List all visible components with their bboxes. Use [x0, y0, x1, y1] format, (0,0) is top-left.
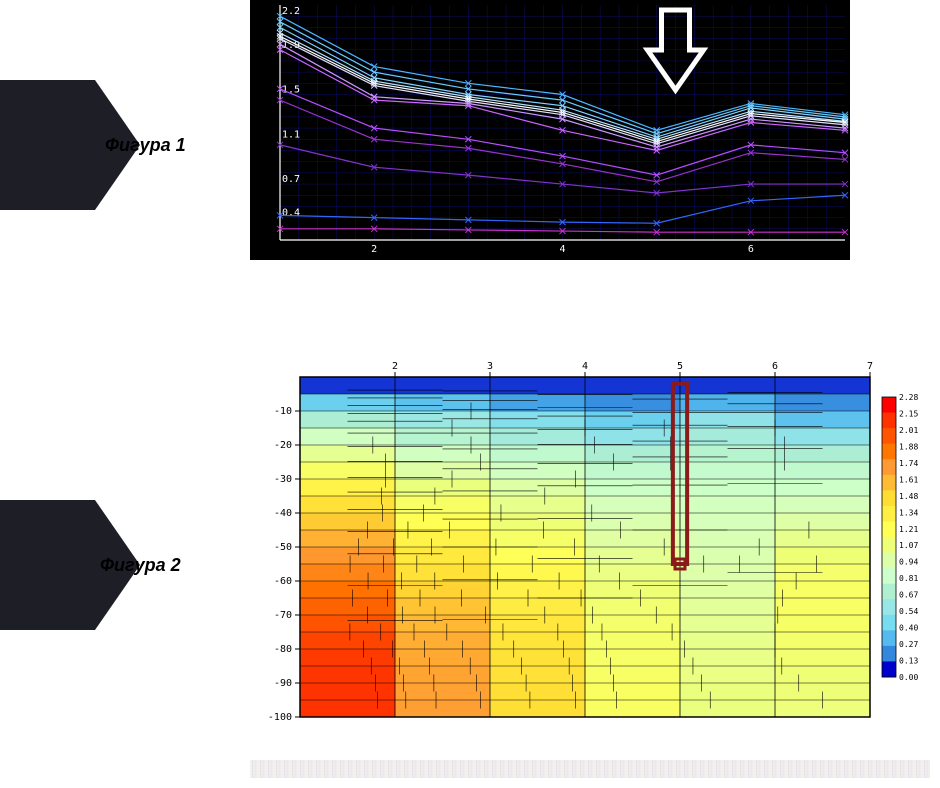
- svg-text:7: 7: [867, 361, 873, 372]
- svg-text:1.88: 1.88: [899, 442, 918, 451]
- svg-text:-100: -100: [268, 712, 292, 723]
- svg-text:1.34: 1.34: [899, 508, 918, 517]
- svg-text:0.81: 0.81: [899, 574, 918, 583]
- svg-text:0.54: 0.54: [899, 607, 918, 616]
- svg-text:-10: -10: [274, 406, 292, 417]
- svg-text:4: 4: [582, 361, 588, 372]
- svg-text:1.61: 1.61: [899, 475, 918, 484]
- svg-text:-50: -50: [274, 542, 292, 553]
- svg-text:0.4: 0.4: [282, 208, 300, 219]
- svg-text:-20: -20: [274, 440, 292, 451]
- svg-text:-40: -40: [274, 508, 292, 519]
- figure1-label: Фигура 1: [105, 135, 186, 156]
- svg-text:0.00: 0.00: [899, 673, 918, 682]
- svg-text:6: 6: [772, 361, 778, 372]
- svg-text:2.01: 2.01: [899, 426, 918, 435]
- figure1-chart: 0.40.71.11.51.92.2246: [250, 0, 850, 260]
- svg-text:0.7: 0.7: [282, 174, 300, 185]
- svg-text:2: 2: [371, 244, 377, 255]
- svg-text:2.28: 2.28: [899, 393, 918, 402]
- svg-text:1.21: 1.21: [899, 525, 918, 534]
- svg-text:1.48: 1.48: [899, 492, 918, 501]
- svg-text:0.67: 0.67: [899, 591, 918, 600]
- svg-text:2.2: 2.2: [282, 6, 300, 17]
- svg-text:0.94: 0.94: [899, 558, 918, 567]
- svg-text:0.13: 0.13: [899, 657, 918, 666]
- figure2-label: Фигура 2: [100, 555, 181, 576]
- svg-text:2: 2: [392, 361, 398, 372]
- svg-text:-30: -30: [274, 474, 292, 485]
- noise-strip: [250, 760, 930, 778]
- svg-text:1.74: 1.74: [899, 459, 918, 468]
- svg-text:1.07: 1.07: [899, 541, 918, 550]
- figure2-chart: 2 3 4 5 6 7 -10 -20 -30 -40 -50 -60 -70 -80 -90 -100 2.2…: [250, 355, 930, 725]
- svg-text:-70: -70: [274, 610, 292, 621]
- svg-text:6: 6: [748, 244, 754, 255]
- svg-text:3: 3: [487, 361, 493, 372]
- svg-text:0.27: 0.27: [899, 640, 918, 649]
- svg-text:5: 5: [677, 361, 683, 372]
- svg-text:-60: -60: [274, 576, 292, 587]
- svg-text:1.1: 1.1: [282, 129, 300, 140]
- svg-text:0.40: 0.40: [899, 624, 918, 633]
- svg-text:-90: -90: [274, 678, 292, 689]
- svg-text:-80: -80: [274, 644, 292, 655]
- svg-text:2.15: 2.15: [899, 409, 918, 418]
- svg-text:4: 4: [559, 244, 565, 255]
